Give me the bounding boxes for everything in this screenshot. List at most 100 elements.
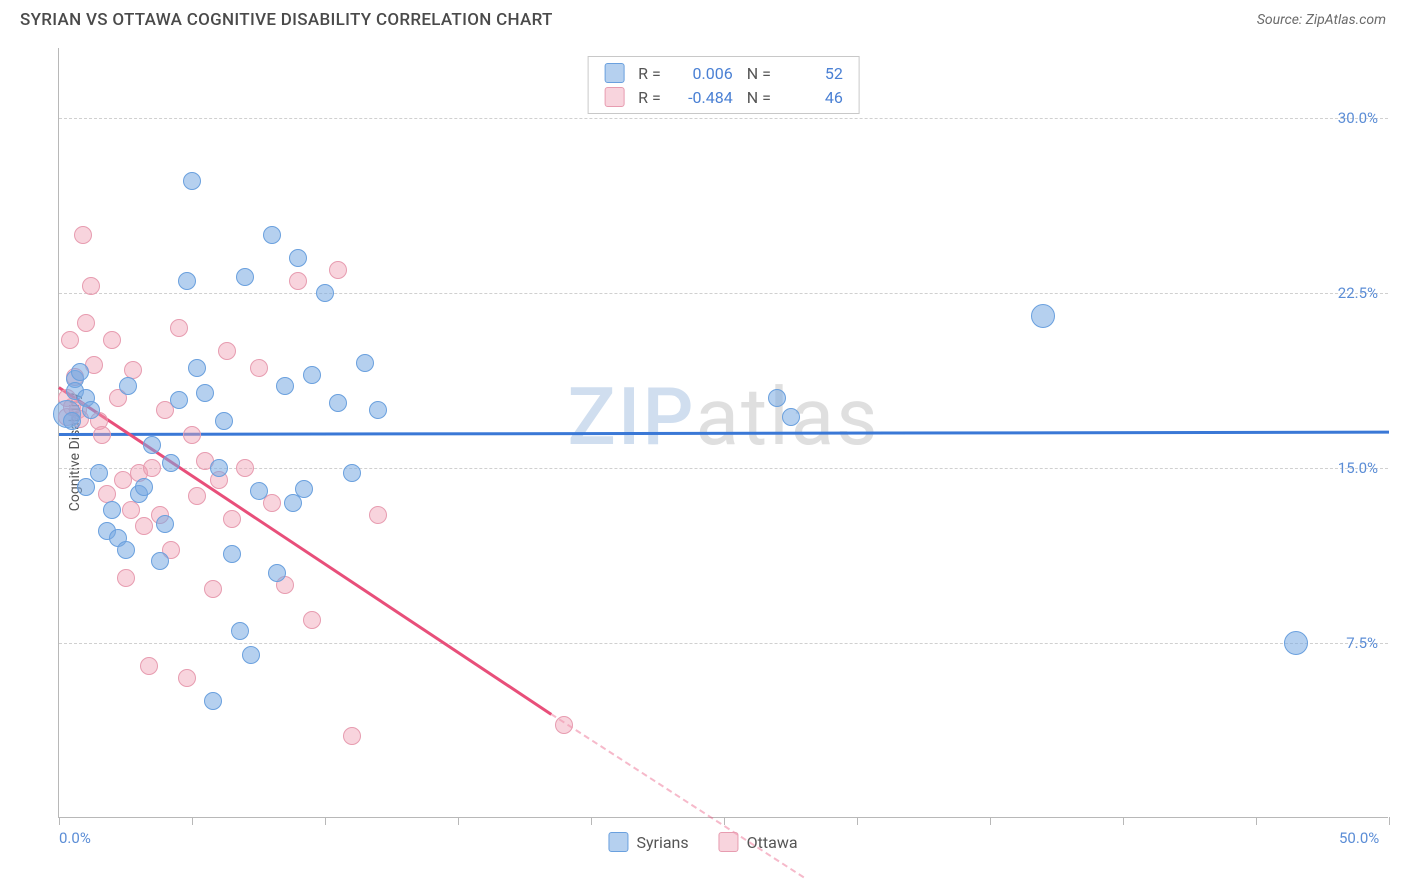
data-point-blue: [223, 545, 241, 563]
data-point-pink: [250, 359, 268, 377]
data-point-blue: [103, 501, 121, 519]
stat-n-label: N =: [747, 64, 771, 83]
data-point-pink: [343, 727, 361, 745]
data-point-pink: [218, 342, 236, 360]
series-legend: Syrians Ottawa: [608, 832, 797, 852]
data-point-blue: [242, 646, 260, 664]
data-point-blue: [135, 478, 153, 496]
data-point-blue: [151, 552, 169, 570]
data-point-blue: [204, 692, 222, 710]
stat-r-label: R =: [638, 88, 661, 107]
gridline-h: [59, 643, 1388, 644]
swatch-pink: [719, 832, 739, 852]
data-point-blue: [329, 394, 347, 412]
stats-legend-box: R =0.006N =52R =-0.484N =46: [587, 56, 860, 114]
x-tick: [1389, 817, 1390, 825]
legend-label: Ottawa: [747, 833, 798, 852]
x-tick: [990, 817, 991, 825]
data-point-pink: [204, 580, 222, 598]
x-range-label: 50.0%: [1339, 829, 1379, 847]
data-point-pink: [135, 517, 153, 535]
stat-r-label: R =: [638, 64, 661, 83]
data-point-blue: [231, 622, 249, 640]
trend-line: [59, 431, 1389, 436]
data-point-blue: [768, 389, 786, 407]
data-point-blue: [71, 363, 89, 381]
data-point-blue: [289, 249, 307, 267]
data-point-blue: [90, 464, 108, 482]
data-point-blue: [276, 377, 294, 395]
chart-title: SYRIAN VS OTTAWA COGNITIVE DISABILITY CO…: [20, 10, 553, 30]
data-point-pink: [303, 611, 321, 629]
data-point-blue: [119, 377, 137, 395]
data-point-pink: [236, 459, 254, 477]
data-point-pink: [103, 331, 121, 349]
data-point-blue: [63, 412, 81, 430]
x-tick: [591, 817, 592, 825]
x-tick: [192, 817, 193, 825]
legend-item-pink: Ottawa: [719, 832, 798, 852]
data-point-blue: [1284, 631, 1308, 655]
data-point-pink: [188, 487, 206, 505]
stat-n-label: N =: [747, 88, 771, 107]
data-point-blue: [215, 412, 233, 430]
data-point-pink: [98, 485, 116, 503]
chart-area: Cognitive Disability ZIPatlas R =0.006N …: [18, 48, 1388, 856]
data-point-pink: [74, 226, 92, 244]
data-point-blue: [1031, 304, 1055, 328]
data-point-blue: [236, 268, 254, 286]
data-point-blue: [143, 436, 161, 454]
data-point-blue: [316, 284, 334, 302]
x-range-label: 0.0%: [59, 829, 91, 847]
data-point-blue: [268, 564, 286, 582]
data-point-pink: [117, 569, 135, 587]
x-tick: [1123, 817, 1124, 825]
data-point-pink: [124, 361, 142, 379]
data-point-blue: [263, 226, 281, 244]
swatch-pink: [604, 87, 624, 107]
watermark: ZIPatlas: [568, 370, 880, 464]
data-point-blue: [82, 401, 100, 419]
data-point-blue: [170, 391, 188, 409]
gridline-h: [59, 118, 1388, 119]
x-tick: [325, 817, 326, 825]
data-point-blue: [183, 172, 201, 190]
data-point-pink: [77, 314, 95, 332]
x-tick: [458, 817, 459, 825]
gridline-h: [59, 293, 1388, 294]
stat-n-value: 46: [785, 88, 843, 107]
x-tick: [857, 817, 858, 825]
data-point-pink: [140, 657, 158, 675]
data-point-blue: [295, 480, 313, 498]
legend-label: Syrians: [636, 833, 688, 852]
data-point-blue: [303, 366, 321, 384]
legend-item-blue: Syrians: [608, 832, 688, 852]
stats-row: R = -0.484 N = 46: [588, 85, 859, 109]
swatch-blue: [604, 63, 624, 83]
data-point-pink: [183, 426, 201, 444]
data-point-pink: [122, 501, 140, 519]
stat-r-value: -0.484: [675, 88, 733, 107]
data-point-blue: [117, 541, 135, 559]
y-tick-label: 30.0%: [1338, 109, 1378, 127]
data-point-pink: [93, 426, 111, 444]
y-tick-label: 7.5%: [1346, 634, 1378, 652]
data-point-pink: [61, 331, 79, 349]
data-point-pink: [82, 277, 100, 295]
data-point-blue: [210, 459, 228, 477]
data-point-blue: [188, 359, 206, 377]
data-point-pink: [178, 669, 196, 687]
data-point-pink: [555, 716, 573, 734]
data-point-blue: [162, 454, 180, 472]
data-point-pink: [329, 261, 347, 279]
data-point-blue: [178, 272, 196, 290]
stats-row: R =0.006N =52: [588, 61, 859, 85]
data-point-blue: [782, 408, 800, 426]
y-tick-label: 22.5%: [1338, 284, 1378, 302]
gridline-h: [59, 468, 1388, 469]
data-point-pink: [369, 506, 387, 524]
swatch-blue: [608, 832, 628, 852]
scatter-plot: ZIPatlas R =0.006N =52R =-0.484N =46 7.5…: [58, 48, 1388, 818]
chart-header: SYRIAN VS OTTAWA COGNITIVE DISABILITY CO…: [0, 0, 1406, 36]
data-point-blue: [343, 464, 361, 482]
